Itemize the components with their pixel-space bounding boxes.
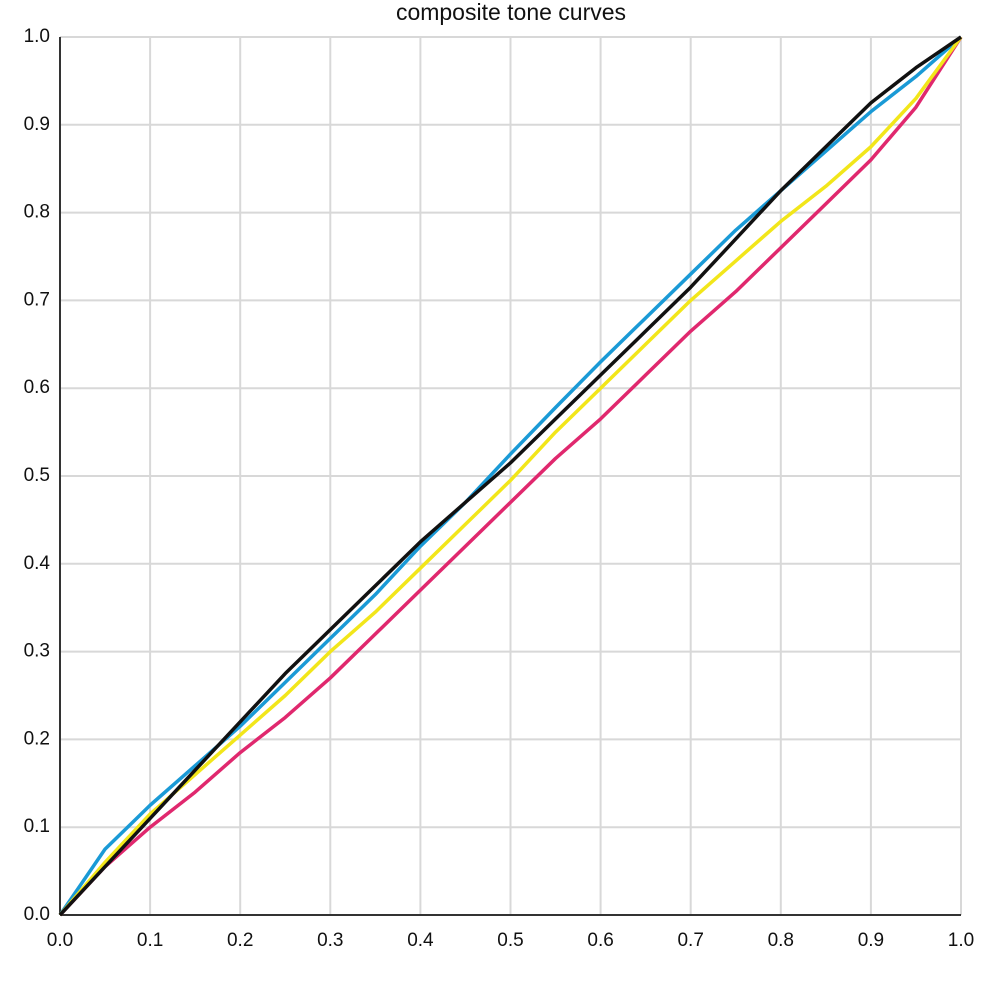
- y-tick-label: 0.8: [24, 202, 50, 223]
- x-tick-label: 0.2: [227, 930, 253, 951]
- x-tick-label: 0.5: [497, 930, 523, 951]
- y-tick-label: 0.1: [24, 816, 50, 837]
- series-line: [58, 36, 963, 917]
- y-tick-label: 0.5: [24, 465, 50, 486]
- y-tick-label: 0.4: [24, 553, 51, 574]
- series-line: [58, 35, 962, 917]
- x-tick-label: 0.8: [768, 930, 794, 951]
- x-tick-label: 0.1: [137, 930, 163, 951]
- x-tick-label: 0.4: [407, 930, 434, 951]
- series-line: [58, 35, 963, 917]
- y-tick-label: 0.6: [24, 377, 50, 398]
- x-tick-label: 0.9: [858, 930, 884, 951]
- x-tick-label: 0.3: [317, 930, 343, 951]
- x-tick-label: 1.0: [948, 930, 974, 951]
- y-tick-label: 1.0: [24, 26, 50, 47]
- x-tick-label: 0.0: [47, 930, 73, 951]
- y-tick-label: 0.0: [24, 904, 50, 925]
- chart-title: composite tone curves: [396, 0, 626, 25]
- y-tick-label: 0.7: [24, 289, 50, 310]
- y-tick-label: 0.3: [24, 641, 50, 662]
- x-tick-label: 0.6: [587, 930, 613, 951]
- y-tick-label: 0.2: [24, 728, 50, 749]
- y-tick-label: 0.9: [24, 114, 50, 135]
- x-tick-label: 0.7: [677, 930, 703, 951]
